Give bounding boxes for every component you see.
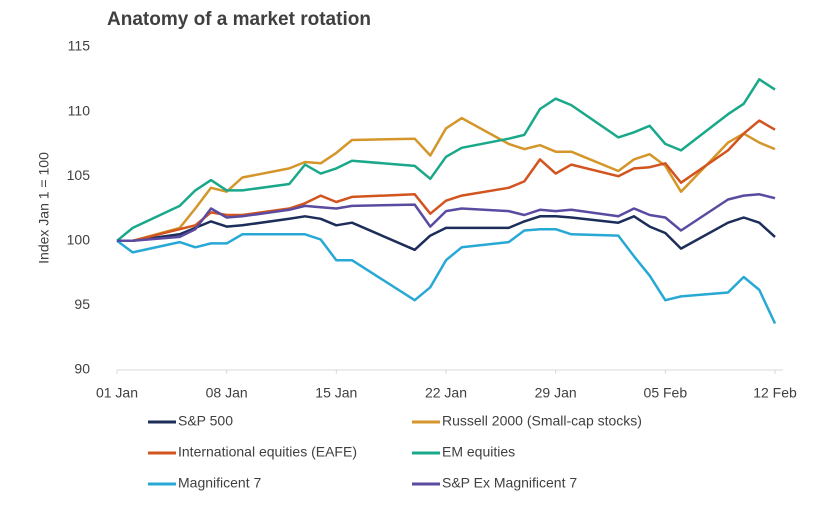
x-tick-label: 22 Jan <box>425 385 467 401</box>
y-tick-label: 110 <box>68 102 91 118</box>
legend-label: International equities (EAFE) <box>178 444 357 460</box>
series-line <box>117 193 776 243</box>
series-line <box>116 227 777 325</box>
y-tick-label: 90 <box>74 361 90 377</box>
x-tick-label: 12 Feb <box>753 385 797 401</box>
legend-label: Russell 2000 (Small-cap stocks) <box>442 413 642 429</box>
legend-label: S&P 500 <box>178 413 233 429</box>
y-tick-label: 115 <box>68 38 91 54</box>
y-axis-label: Index Jan 1 = 100 <box>36 152 52 264</box>
x-tick-label: 29 Jan <box>535 385 577 401</box>
x-tick-label: 01 Jan <box>96 385 138 401</box>
legend-label: Magnificent 7 <box>178 475 261 491</box>
legend-label: EM equities <box>442 444 515 460</box>
y-tick-label: 105 <box>67 167 91 183</box>
x-tick-label: 08 Jan <box>206 385 248 401</box>
x-tick-label: 05 Feb <box>644 385 688 401</box>
series-line <box>116 78 776 242</box>
chart-title: Anatomy of a market rotation <box>107 9 371 30</box>
y-tick-label: 100 <box>67 232 91 248</box>
y-tick-label: 95 <box>74 296 90 312</box>
series-line <box>117 116 776 243</box>
series-line <box>117 215 776 252</box>
legend-label: S&P Ex Magnificent 7 <box>442 475 577 491</box>
x-tick-label: 15 Jan <box>315 385 357 401</box>
